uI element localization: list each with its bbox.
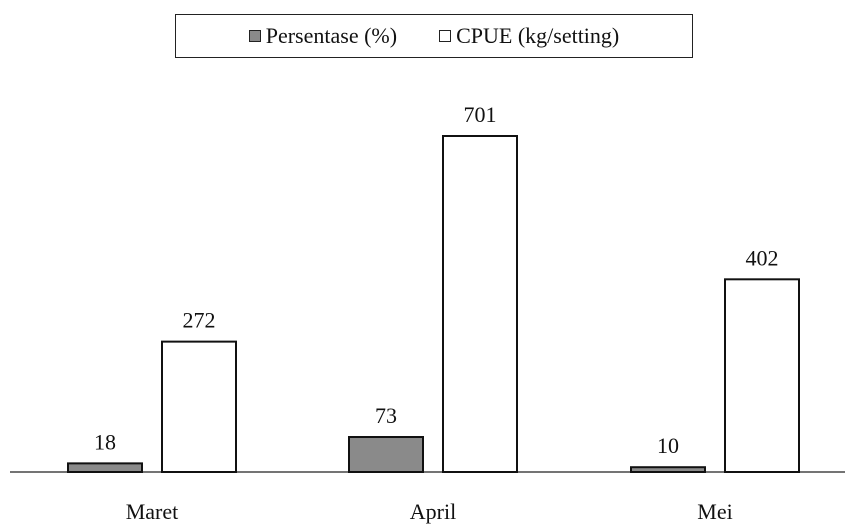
value-label-persentase-april: 73 [375,403,397,428]
bar-cpue-maret [161,340,237,473]
legend: Persentase (%) CPUE (kg/setting) [175,14,693,58]
legend-swatch-cpue [439,30,452,42]
legend-label-cpue: CPUE (kg/setting) [456,23,620,48]
category-labels-group: Maret April Mei [126,499,733,524]
bar-persentase-maret [67,462,143,473]
bar-cpue-april [442,135,518,473]
legend-item-persentase: Persentase (%) [248,23,398,48]
category-label-april: April [410,499,456,524]
value-labels-group: 18 272 73 701 10 402 [94,102,779,458]
legend-swatch-persentase [248,30,261,42]
bar-persentase-mei [630,466,706,474]
category-label-maret: Maret [126,499,179,524]
legend-label-persentase: Persentase (%) [265,23,398,48]
value-label-persentase-maret: 18 [94,429,116,454]
bar-cpue-mei [724,278,800,474]
value-label-cpue-april: 701 [464,102,497,127]
value-label-cpue-maret: 272 [183,308,216,333]
category-label-mei: Mei [697,499,732,524]
value-label-persentase-mei: 10 [657,433,679,458]
bar-persentase-april [348,436,424,473]
bars-group [67,135,800,474]
value-label-cpue-mei: 402 [746,245,779,270]
legend-item-cpue: CPUE (kg/setting) [439,25,619,47]
